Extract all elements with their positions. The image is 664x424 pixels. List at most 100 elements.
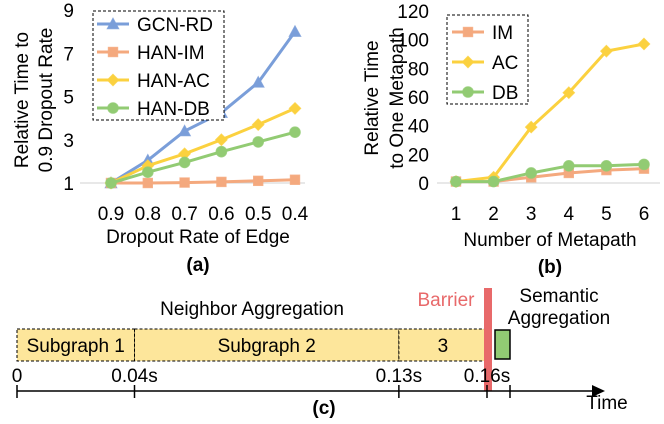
data-point-han-im	[289, 174, 301, 185]
data-point-gcn-rd	[251, 75, 265, 88]
chart-a-xtick-label: 0.8	[135, 204, 161, 225]
segment-block	[398, 328, 488, 362]
legend-label: DB	[492, 83, 518, 104]
data-point-db	[450, 175, 462, 188]
series-db	[450, 158, 650, 188]
data-point-db	[600, 160, 613, 172]
chart-b-xlabel: Number of Metapath	[463, 230, 636, 251]
series-han-im	[105, 174, 301, 189]
legend-label: HAN-DB	[137, 99, 210, 120]
data-point-db	[487, 175, 500, 188]
chart-b-ytick-label: 100	[397, 31, 429, 52]
data-point-han-im	[253, 175, 264, 187]
semantic-label-line1: Semantic	[519, 286, 598, 307]
segment-block	[16, 328, 135, 362]
legend-marker-db	[462, 86, 474, 98]
series-gcn-rd	[104, 24, 302, 189]
semantic-label-line2: Aggregation	[508, 308, 610, 329]
series-line-ac	[455, 42, 645, 184]
chart-a-xlabel: Dropout Rate of Edge	[106, 227, 290, 248]
data-point-han-db	[142, 166, 154, 178]
series-line-gcn-rd	[110, 30, 297, 185]
legend-item-db: DB	[452, 83, 518, 104]
chart-a-ytick-label: 9	[63, 1, 74, 22]
chart-b: Relative Time to One Metapath 0 20 40 60 80 1…	[362, 2, 660, 278]
legend-marker-ac	[461, 55, 475, 69]
chart-a-panel-label: (a)	[186, 255, 209, 276]
chart-b-ytick-label: 120	[397, 2, 429, 23]
timeline-tick-label: 0.16s	[464, 366, 510, 387]
data-point-ac	[562, 86, 576, 100]
chart-b-ytick-label: 60	[408, 88, 429, 109]
segment-3: 3	[398, 328, 488, 362]
chart-c: Neighbor Aggregation Barrier Semantic Ag…	[12, 286, 628, 419]
legend-label: AC	[492, 53, 518, 74]
data-point-han-im	[216, 176, 227, 188]
chart-a: Relative Time to 0.9 Dropout Rate 13579 …	[12, 1, 309, 276]
legend-marker-han-im	[107, 46, 119, 58]
data-point-han-db	[289, 126, 301, 138]
legend-marker-gcn-rd	[106, 17, 120, 30]
legend-label: HAN-IM	[137, 43, 205, 64]
chart-b-legend-box	[446, 14, 529, 105]
chart-b-xtick-label: 3	[526, 204, 537, 225]
chart-b-ylabel-line2: to One Metapath	[387, 27, 408, 169]
chart-b-ylabel-line1: Relative Time	[362, 40, 383, 155]
chart-a-xtick-label: 0.9	[98, 204, 124, 225]
chart-b-legend: IM AC DB	[446, 14, 529, 105]
legend-item-ac: AC	[452, 53, 518, 74]
timeline-arrow-head	[592, 385, 605, 397]
chart-b-ytick-label: 80	[408, 59, 429, 80]
legend-label: IM	[492, 23, 513, 44]
segment-label: 3	[438, 336, 449, 357]
series-line-han-ac	[110, 107, 296, 185]
chart-b-xtick-label: 5	[601, 204, 612, 225]
data-point-gcn-rd	[288, 24, 302, 37]
chart-b-xtick-label: 1	[451, 204, 462, 225]
data-point-han-db	[178, 156, 191, 169]
chart-a-ytick-label: 1	[63, 174, 74, 195]
series-han-db	[105, 126, 301, 189]
data-point-ac	[599, 44, 613, 58]
segment-subgraph-1: Subgraph 1	[16, 328, 135, 362]
legend-marker-han-db	[107, 102, 119, 114]
legend-label: GCN-RD	[137, 15, 213, 36]
chart-a-ytick-label: 3	[63, 131, 74, 152]
data-point-db	[525, 167, 537, 179]
data-point-han-db	[252, 136, 265, 148]
data-point-ac	[637, 37, 651, 51]
series-line-db	[456, 162, 645, 184]
chart-a-ytick-label: 7	[63, 44, 74, 65]
series-line-han-db	[110, 130, 296, 185]
semantic-aggregation-block	[494, 329, 511, 360]
series-line-han-im	[111, 178, 296, 185]
legend-marker-im	[462, 26, 474, 38]
phase-label: Neighbor Aggregation	[160, 299, 344, 320]
data-point-han-ac	[214, 133, 228, 147]
legend-item-gcn-rd: GCN-RD	[97, 15, 213, 36]
data-point-han-ac	[288, 101, 302, 115]
chart-b-panel-label: (b)	[538, 257, 562, 278]
legend-item-han-im: HAN-IM	[97, 43, 205, 64]
data-point-db	[638, 158, 650, 171]
data-point-db	[562, 160, 575, 172]
data-point-han-db	[215, 145, 228, 158]
chart-b-ytick-label: 40	[408, 117, 429, 138]
legend-label: HAN-AC	[137, 71, 210, 92]
chart-a-ylabel-line2: 0.9 Dropout Rate	[36, 28, 57, 173]
data-point-gcn-rd	[177, 124, 192, 137]
data-point-ac	[524, 120, 538, 134]
data-point-han-ac	[251, 118, 265, 132]
timeline-tick-label: 0	[12, 366, 23, 387]
chart-c-panel-label: (c)	[312, 398, 335, 419]
chart-a-xtick-label: 0.7	[171, 204, 197, 225]
timeline-axis-label: Time	[586, 393, 628, 414]
data-point-han-db	[105, 177, 117, 189]
chart-b-ytick-label: 20	[408, 145, 429, 166]
chart-b-xtick-label: 4	[564, 204, 575, 225]
legend-item-han-ac: HAN-AC	[97, 71, 210, 92]
data-point-han-im	[142, 177, 153, 189]
chart-a-legend: GCN-RD HAN-IM HAN-AC HAN-DB	[92, 10, 225, 121]
segment-subgraph-2: Subgraph 2	[134, 328, 400, 362]
